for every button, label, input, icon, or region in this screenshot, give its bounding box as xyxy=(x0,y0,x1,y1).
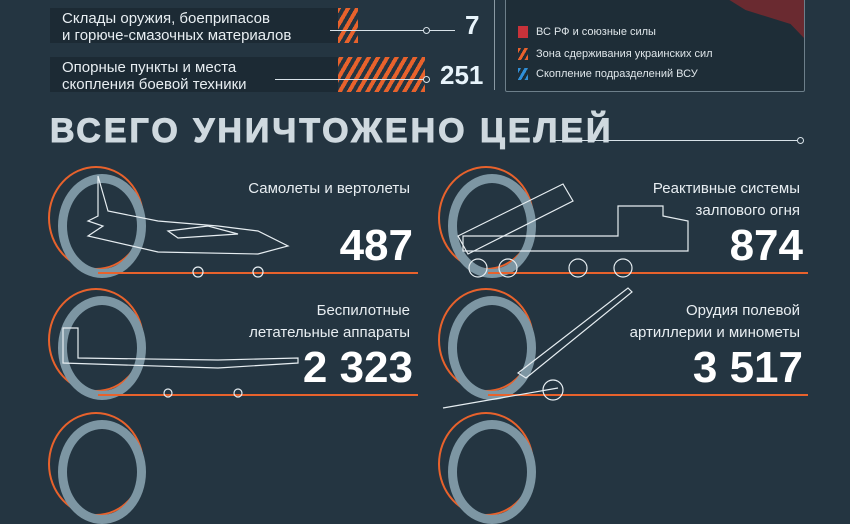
card-label: Беспилотные летательные аппараты xyxy=(249,302,410,341)
card-baseline xyxy=(488,394,808,396)
leader-dot xyxy=(423,27,430,34)
title-line xyxy=(555,140,797,141)
legend-label: Зона сдерживания украинских сил xyxy=(536,48,713,60)
legend-label: Скопление подразделений ВСУ xyxy=(536,68,698,80)
card-mlrs: Реактивные системы залпового огня 874 xyxy=(438,166,808,281)
card-value: 874 xyxy=(729,221,803,270)
card-artillery: Орудия полевой артиллерии и минометы 3 5… xyxy=(438,287,808,409)
jet-icon xyxy=(86,175,290,278)
card-label: Орудия полевой артиллерии и минометы xyxy=(629,302,800,341)
ring-decoration xyxy=(438,412,536,524)
card-value: 2 323 xyxy=(302,343,413,392)
stat-label-line: Склады оружия, боеприпасов xyxy=(62,10,270,27)
howitzer-icon xyxy=(442,287,633,409)
legend-item: Зона сдерживания украинских сил xyxy=(518,48,713,60)
card-value: 487 xyxy=(339,221,413,270)
legend-label: ВС РФ и союзные силы xyxy=(536,26,656,38)
stat-bar-depots xyxy=(338,8,358,43)
stat-label-line: Опорные пункты и места xyxy=(62,59,237,76)
stat-label-line: скопления боевой техники xyxy=(62,76,247,93)
card-value: 3 517 xyxy=(692,343,803,392)
section-title: ВСЕГО УНИЧТОЖЕНО ЦЕЛЕЙ xyxy=(50,112,614,151)
card-label: Реактивные системы залпового огня xyxy=(652,180,800,219)
legend-item: Скопление подразделений ВСУ xyxy=(518,68,698,80)
stat-label-strongpoints: Опорные пункты и места скопления боевой … xyxy=(50,57,340,93)
card-aircraft: Самолеты и вертолеты 487 xyxy=(48,166,418,281)
map-legend: ВС РФ и союзные силы Зона сдерживания ук… xyxy=(505,0,805,92)
leader-line xyxy=(330,30,455,31)
title-dot xyxy=(797,137,804,144)
legend-swatch-blue-stripes xyxy=(518,68,528,80)
legend-swatch-orange-stripes xyxy=(518,48,528,60)
legend-item: ВС РФ и союзные силы xyxy=(518,26,656,38)
divider xyxy=(494,0,495,90)
stat-value-strongpoints: 251 xyxy=(440,60,484,90)
legend-swatch-red xyxy=(518,26,528,38)
card-label: Самолеты и вертолеты xyxy=(248,180,410,197)
card-baseline xyxy=(98,394,418,396)
map-fragment xyxy=(723,0,804,38)
stat-label-line: и горюче-смазочных материалов xyxy=(62,27,292,44)
drone-icon xyxy=(62,327,299,398)
card-baseline xyxy=(98,272,418,274)
stat-bar-strongpoints xyxy=(338,57,425,92)
ring-decoration xyxy=(48,412,146,524)
mlrs-truck-icon xyxy=(457,183,689,278)
stat-value-depots: 7 xyxy=(465,10,480,40)
leader-dot xyxy=(423,76,430,83)
card-baseline xyxy=(488,272,808,274)
leader-line xyxy=(275,79,425,80)
card-drones: Беспилотные летательные аппараты 2 323 xyxy=(48,288,418,403)
stat-label-depots: Склады оружия, боеприпасов и горюче-смаз… xyxy=(50,8,340,44)
